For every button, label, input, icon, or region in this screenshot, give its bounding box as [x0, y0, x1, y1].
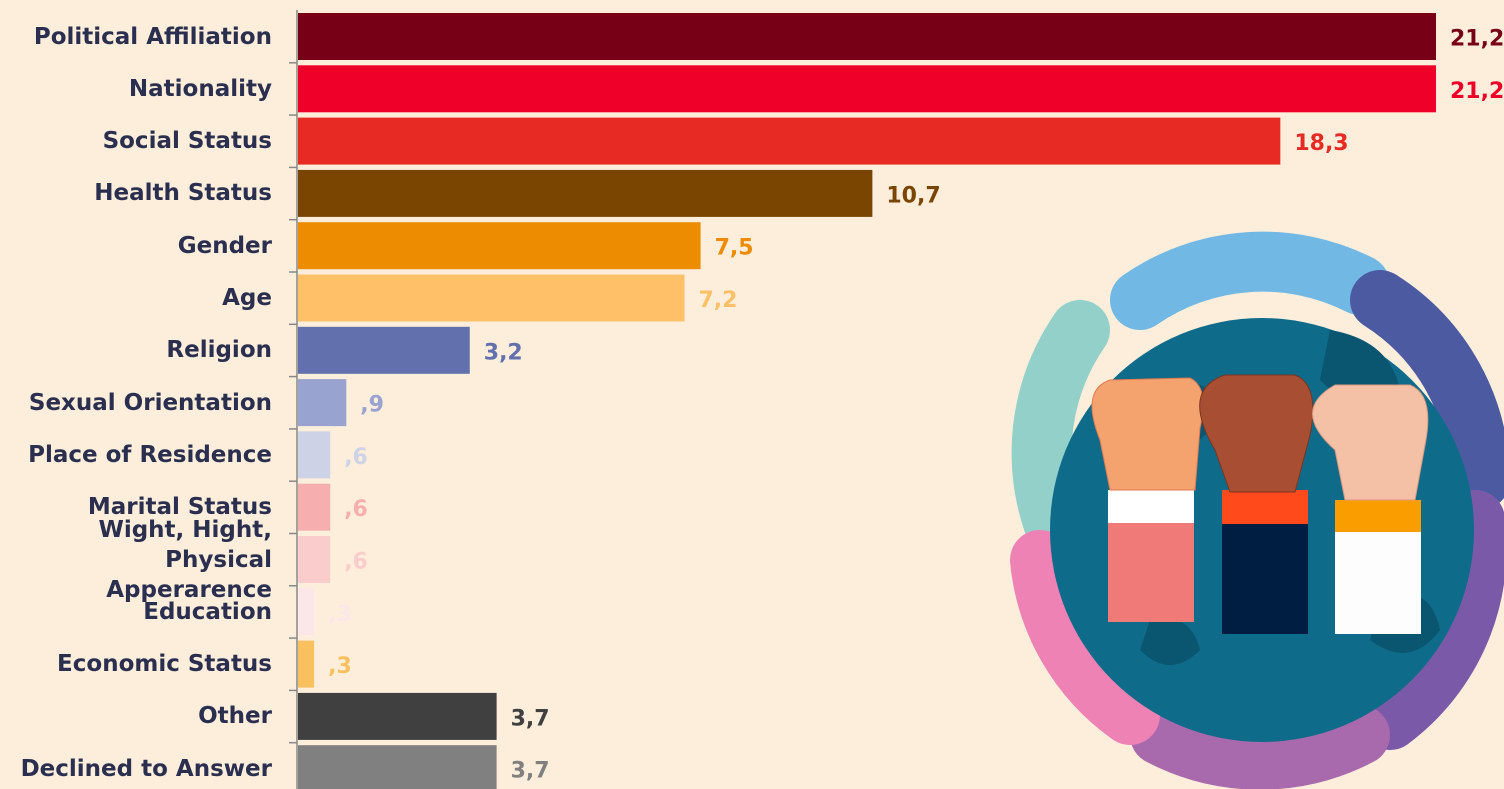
bar	[298, 222, 701, 269]
value-label: ,6	[344, 497, 368, 522]
bar	[298, 65, 1436, 112]
category-label: Place of Residence	[2, 440, 272, 470]
bar	[298, 588, 314, 635]
category-label: Social Status	[2, 126, 272, 156]
category-label: Gender	[2, 231, 272, 261]
value-label: 10,7	[886, 183, 940, 208]
bar	[298, 275, 684, 322]
bar	[298, 118, 1280, 165]
value-label: ,3	[328, 602, 352, 627]
bar	[298, 484, 330, 531]
bar	[298, 327, 470, 374]
bar	[298, 641, 314, 688]
category-label: Religion	[2, 335, 272, 365]
value-label: 21,2	[1450, 79, 1504, 104]
illustration	[1040, 262, 1480, 760]
category-label: Age	[2, 283, 272, 313]
bar	[298, 379, 346, 426]
value-label: ,6	[344, 445, 368, 470]
category-label: Economic Status	[2, 649, 272, 679]
bar	[298, 431, 330, 478]
category-label: Education	[2, 597, 272, 627]
category-label: Health Status	[2, 178, 272, 208]
category-label: Other	[2, 701, 272, 731]
category-label: Wight, Hight, Physical Apperarence	[2, 515, 272, 605]
value-label: ,3	[328, 654, 352, 679]
value-label: 18,3	[1294, 131, 1348, 156]
value-label: 3,2	[484, 340, 523, 365]
category-label: Nationality	[2, 74, 272, 104]
bar	[298, 170, 872, 217]
bar	[298, 745, 497, 789]
value-label: 21,2	[1450, 27, 1504, 52]
bar	[298, 13, 1436, 60]
value-label: 3,7	[511, 706, 550, 731]
value-label: 7,2	[698, 288, 737, 313]
category-label: Sexual Orientation	[2, 388, 272, 418]
page: {"chart_data": {"type": "bar", "orientat…	[0, 0, 1504, 789]
value-label: ,9	[360, 393, 384, 418]
category-label: Declined to Answer	[2, 754, 272, 784]
value-label: ,6	[344, 550, 368, 575]
value-label: 3,7	[511, 759, 550, 784]
bar	[298, 536, 330, 583]
category-label: Political Affiliation	[2, 22, 272, 52]
bar	[298, 693, 497, 740]
value-label: 7,5	[715, 236, 754, 261]
